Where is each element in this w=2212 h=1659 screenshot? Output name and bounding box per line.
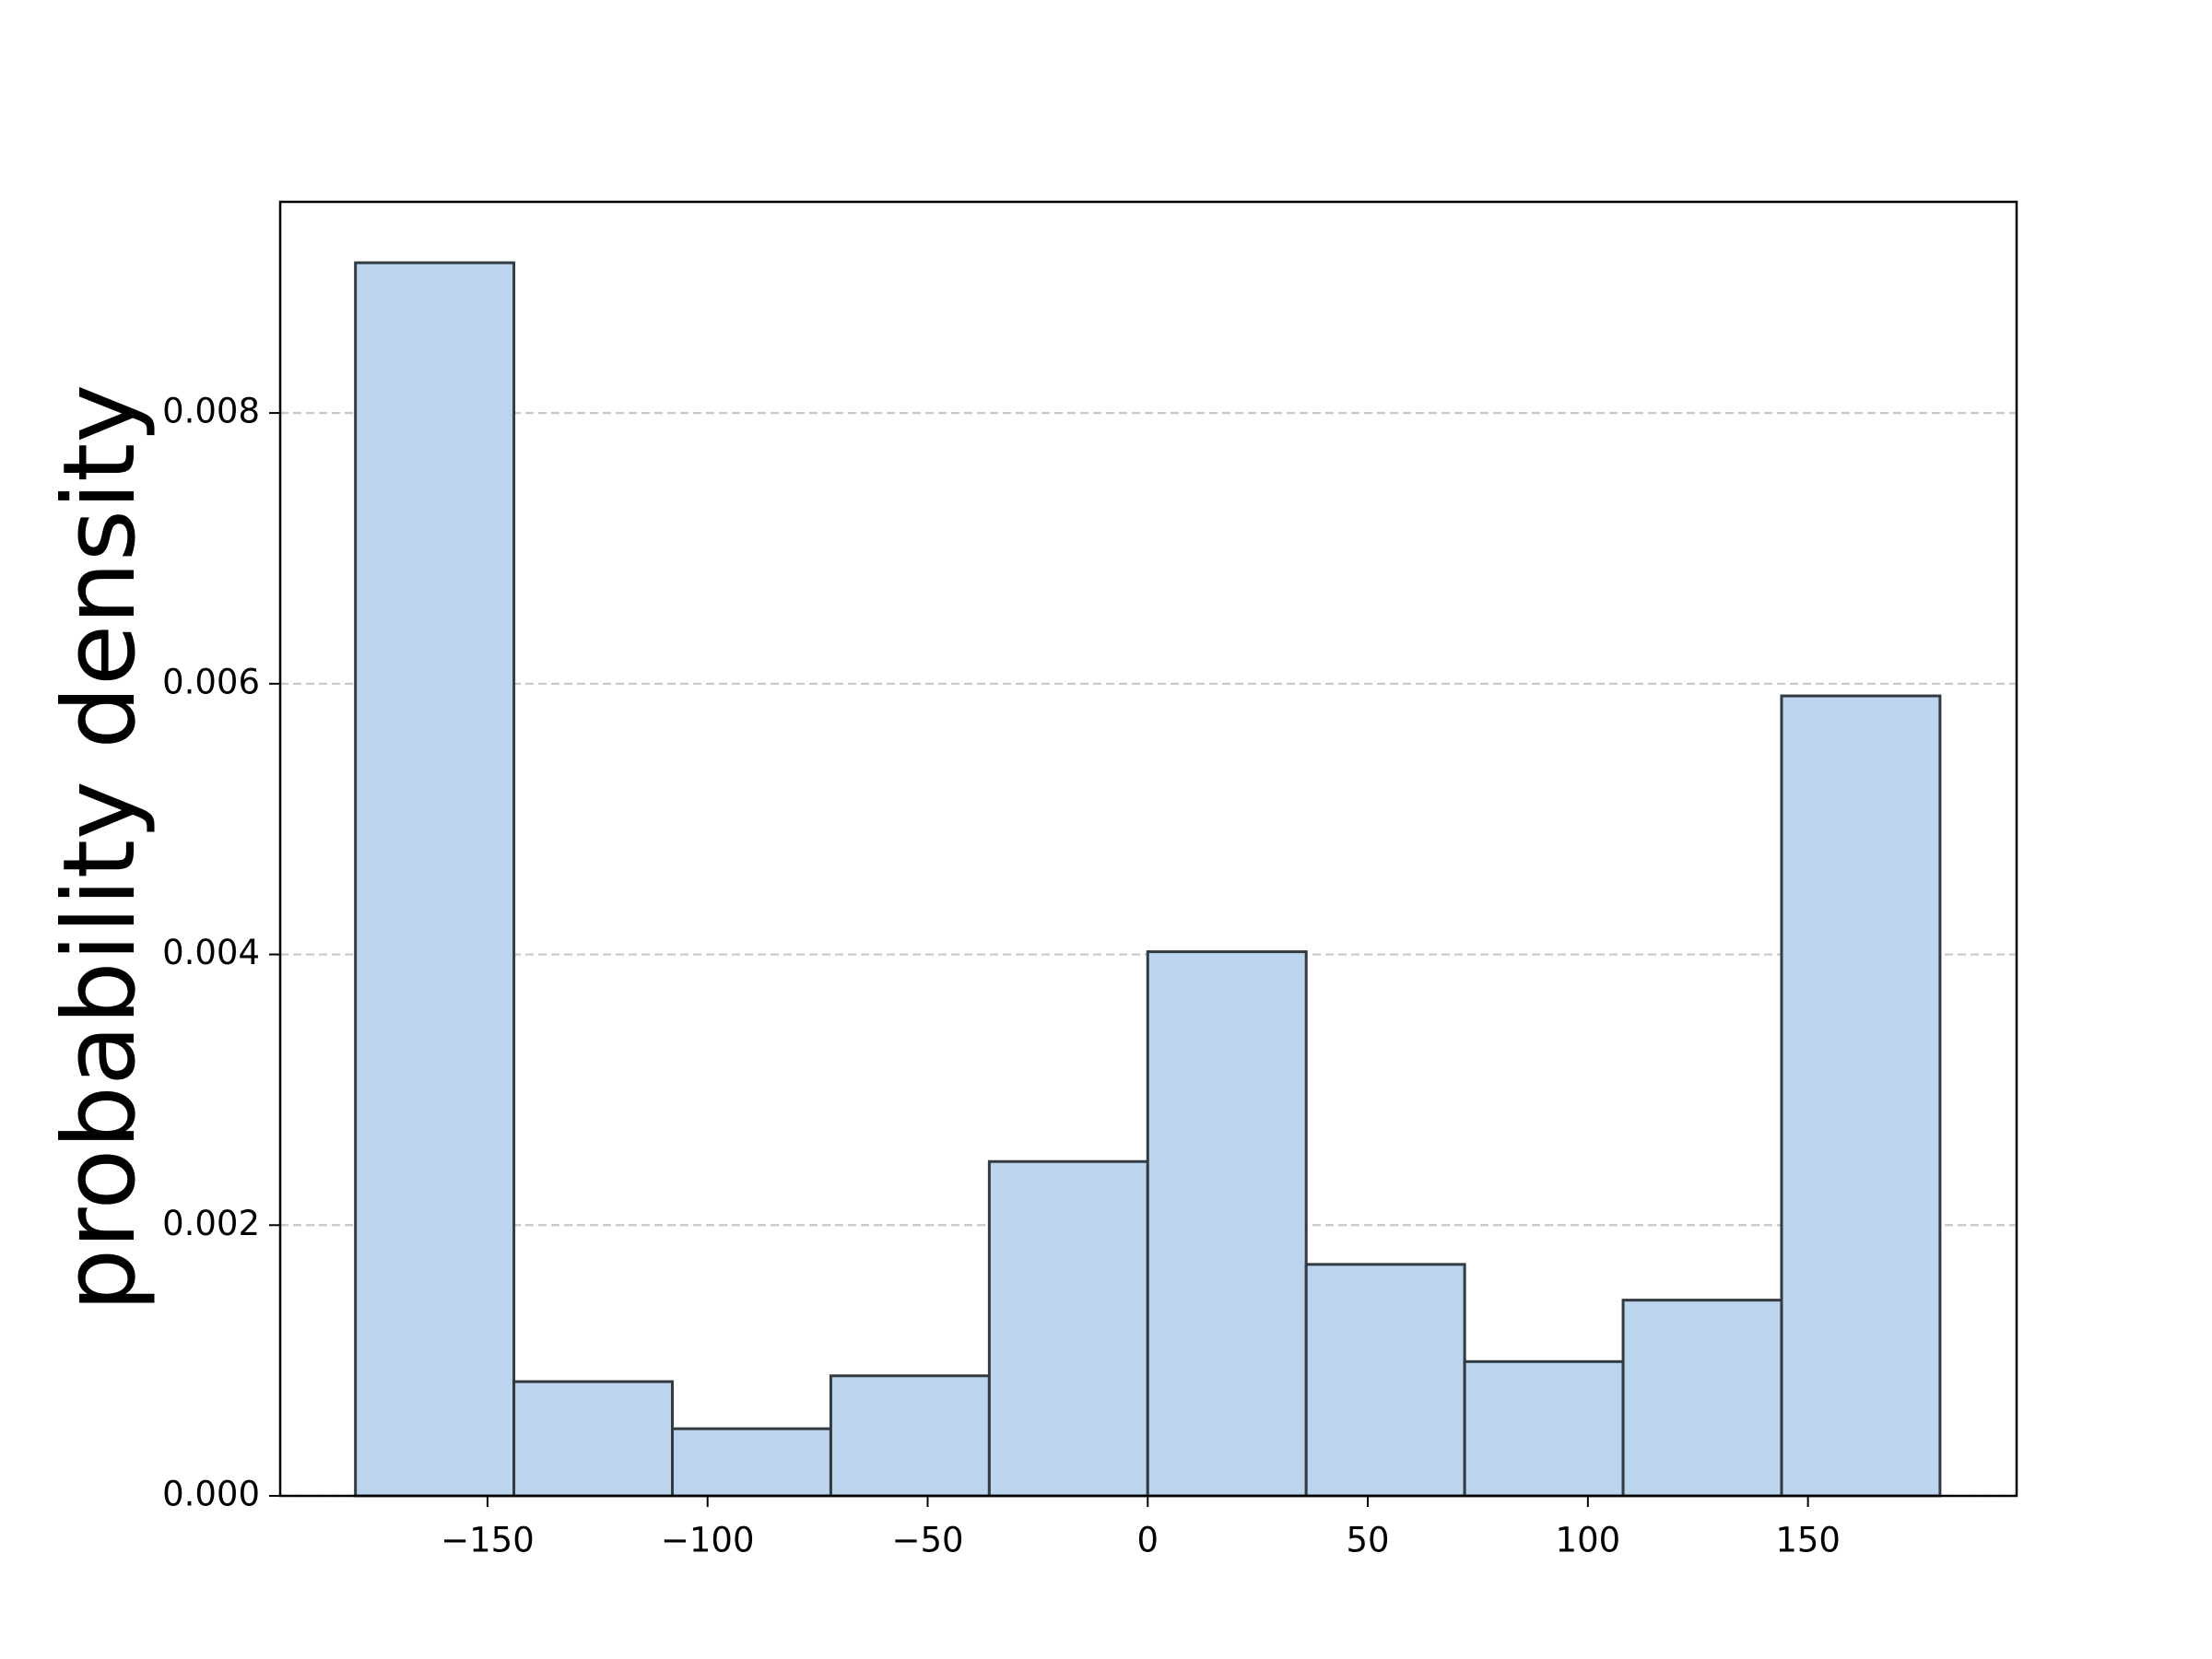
- y-tick-label: 0.004: [162, 933, 260, 972]
- x-tick-label: −150: [441, 1521, 535, 1560]
- bar: [354, 261, 516, 1498]
- bar: [512, 1380, 675, 1498]
- y-axis-label: probability density: [42, 384, 158, 1312]
- bar: [1621, 1299, 1783, 1498]
- y-tick-label: 0.006: [162, 662, 260, 701]
- y-tick-label: 0.000: [162, 1475, 260, 1514]
- bar: [1463, 1359, 1625, 1498]
- y-tick-label: 0.002: [162, 1204, 260, 1243]
- y-tick-label: 0.008: [162, 392, 260, 431]
- x-tick-label: −100: [661, 1521, 755, 1560]
- bar: [1780, 694, 1942, 1498]
- x-tick-label: −50: [891, 1521, 963, 1560]
- bar: [829, 1374, 991, 1498]
- bar: [671, 1427, 832, 1498]
- plot-frame: [278, 200, 2018, 1498]
- bar: [987, 1159, 1149, 1498]
- bar: [1146, 950, 1308, 1498]
- x-tick-label: 50: [1347, 1521, 1390, 1560]
- x-tick-label: 150: [1775, 1521, 1841, 1560]
- x-tick-label: 100: [1556, 1521, 1621, 1560]
- x-tick-label: 0: [1137, 1521, 1159, 1560]
- bar: [1304, 1263, 1466, 1498]
